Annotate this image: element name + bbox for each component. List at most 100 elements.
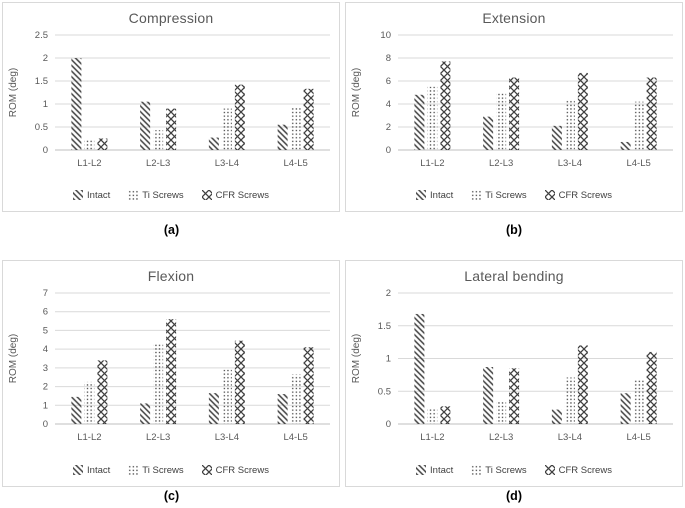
legend-swatch-icon — [128, 190, 139, 200]
legend-label: Ti Screws — [142, 464, 184, 476]
legend-swatch-icon — [544, 190, 555, 200]
svg-text:L4-L5: L4-L5 — [626, 158, 650, 169]
legend-label: CFR Screws — [558, 189, 612, 201]
svg-text:6: 6 — [386, 76, 391, 87]
svg-text:L4-L5: L4-L5 — [626, 432, 650, 443]
svg-text:5: 5 — [43, 325, 48, 336]
svg-text:1.5: 1.5 — [378, 321, 391, 332]
svg-text:10: 10 — [380, 30, 391, 41]
figure-caption-d: (d) — [506, 489, 522, 503]
chart-title: Compression — [128, 10, 214, 26]
chart-canvas-compression: 0 0.5 1 1.5 2 2.5 ROM (deg) L1-L2 L2-L3 L3-L4 L4-L… — [8, 30, 330, 169]
legend-item-ti-screws: Ti Screws — [128, 464, 184, 476]
legend-swatch-icon — [544, 465, 555, 475]
legend-item-intact: Intact — [416, 465, 453, 476]
legend-swatch-icon — [471, 190, 482, 200]
svg-text:L4-L5: L4-L5 — [283, 432, 307, 443]
svg-text:2: 2 — [386, 288, 391, 299]
figure-caption-c: (c) — [163, 489, 180, 503]
chart-title: Flexion — [147, 268, 195, 284]
chart-canvas-lateral-bending: 0 0.5 1 1.5 2 ROM (deg) L1-L2 L2-L3 L3-L4 L4-L5 — [351, 288, 673, 443]
svg-text:4: 4 — [386, 99, 391, 110]
svg-text:L2-L3: L2-L3 — [146, 432, 170, 443]
chart-legend: Intact Ti Screws CFR Screws — [346, 463, 682, 477]
chart-panel-lateral-bending: Lateral bending 0 0.5 1 1.5 2 ROM (deg) L1-L2 L… — [345, 260, 683, 487]
figure-caption-a: (a) — [163, 223, 180, 237]
legend-item-ti-screws: Ti Screws — [471, 189, 527, 201]
svg-text:L2-L3: L2-L3 — [146, 158, 170, 169]
legend-label: Ti Screws — [485, 464, 527, 476]
svg-text:0: 0 — [43, 145, 48, 156]
chart-legend: Intact Ti Screws CFR Screws — [3, 188, 339, 202]
svg-text:2: 2 — [386, 122, 391, 133]
chart-title: Extension — [482, 10, 546, 26]
legend-label: Intact — [430, 189, 454, 201]
svg-text:0.5: 0.5 — [378, 386, 391, 397]
svg-text:L1-L2: L1-L2 — [77, 432, 101, 443]
legend-swatch-icon — [416, 190, 427, 200]
chart-legend: Intact Ti Screws CFR Screws — [3, 463, 339, 477]
svg-text:1: 1 — [43, 99, 48, 110]
svg-text:ROM (deg): ROM (deg) — [8, 68, 19, 117]
svg-text:1: 1 — [386, 354, 391, 365]
svg-text:L1-L2: L1-L2 — [420, 432, 444, 443]
legend-label: Ti Screws — [142, 189, 184, 201]
svg-text:2: 2 — [43, 53, 48, 64]
svg-text:L2-L3: L2-L3 — [489, 432, 513, 443]
legend-label: CFR Screws — [558, 464, 612, 476]
svg-text:2: 2 — [43, 382, 48, 393]
svg-text:4: 4 — [43, 344, 48, 355]
legend-swatch-icon — [73, 465, 84, 475]
legend-swatch-icon — [201, 190, 212, 200]
svg-text:L3-L4: L3-L4 — [215, 432, 239, 443]
svg-text:2.5: 2.5 — [35, 30, 48, 41]
chart-canvas-extension: 0 2 4 6 8 10 ROM (deg) L1-L2 L2-L3 L3-L4 L4-L5 — [351, 30, 673, 169]
svg-text:0: 0 — [386, 145, 391, 156]
svg-text:ROM (deg): ROM (deg) — [351, 68, 362, 117]
svg-text:7: 7 — [43, 288, 48, 299]
chart-panel-extension: Extension 0 2 4 6 8 10 ROM (deg) L1-L2 L2-L3 L3-L… — [345, 2, 683, 212]
svg-text:6: 6 — [43, 307, 48, 318]
legend-label: CFR Screws — [215, 464, 269, 476]
svg-text:8: 8 — [386, 53, 391, 64]
legend-item-cfr-screws: CFR Screws — [544, 189, 612, 201]
chart-canvas-flexion: 0 1 2 3 4 5 6 7 ROM (deg) L1-L2 L2-L3 L3-L4 L4-L5 — [8, 288, 330, 443]
svg-text:3: 3 — [43, 363, 48, 374]
legend-label: Intact — [430, 464, 454, 476]
chart-panel-compression: Compression 0 0.5 1 1.5 2 2.5 ROM (deg) L1-L2 L2… — [2, 2, 340, 212]
svg-text:ROM (deg): ROM (deg) — [351, 334, 362, 383]
svg-text:L3-L4: L3-L4 — [558, 432, 582, 443]
svg-text:L3-L4: L3-L4 — [558, 158, 582, 169]
figure-caption-b: (b) — [506, 223, 522, 237]
legend-item-cfr-screws: CFR Screws — [201, 464, 269, 476]
legend-swatch-icon — [201, 465, 212, 475]
legend-item-ti-screws: Ti Screws — [128, 189, 184, 201]
chart-panel-flexion: Flexion 0 1 2 3 4 5 6 7 ROM (deg) L1-L2 L2-L3 L3-L4… — [2, 260, 340, 487]
legend-label: Intact — [87, 464, 111, 476]
legend-swatch-icon — [128, 465, 139, 475]
legend-item-cfr-screws: CFR Screws — [544, 464, 612, 476]
legend-label: Ti Screws — [485, 189, 527, 201]
legend-item-ti-screws: Ti Screws — [471, 464, 527, 476]
chart-title: Lateral bending — [464, 268, 564, 284]
svg-text:L1-L2: L1-L2 — [420, 158, 444, 169]
svg-text:0: 0 — [386, 419, 391, 430]
svg-text:0.5: 0.5 — [35, 122, 48, 133]
svg-text:L2-L3: L2-L3 — [489, 158, 513, 169]
svg-text:L1-L2: L1-L2 — [77, 158, 101, 169]
svg-text:0: 0 — [43, 419, 48, 430]
legend-swatch-icon — [73, 190, 84, 200]
svg-text:L3-L4: L3-L4 — [215, 158, 239, 169]
legend-label: Intact — [87, 189, 111, 201]
legend-item-cfr-screws: CFR Screws — [201, 189, 269, 201]
legend-item-intact: Intact — [416, 190, 453, 201]
svg-text:L4-L5: L4-L5 — [283, 158, 307, 169]
legend-swatch-icon — [416, 465, 427, 475]
svg-text:1.5: 1.5 — [35, 76, 48, 87]
legend-item-intact: Intact — [73, 190, 110, 201]
svg-text:ROM (deg): ROM (deg) — [8, 334, 19, 383]
svg-text:1: 1 — [43, 400, 48, 411]
legend-label: CFR Screws — [215, 189, 269, 201]
chart-legend: Intact Ti Screws CFR Screws — [346, 188, 682, 202]
